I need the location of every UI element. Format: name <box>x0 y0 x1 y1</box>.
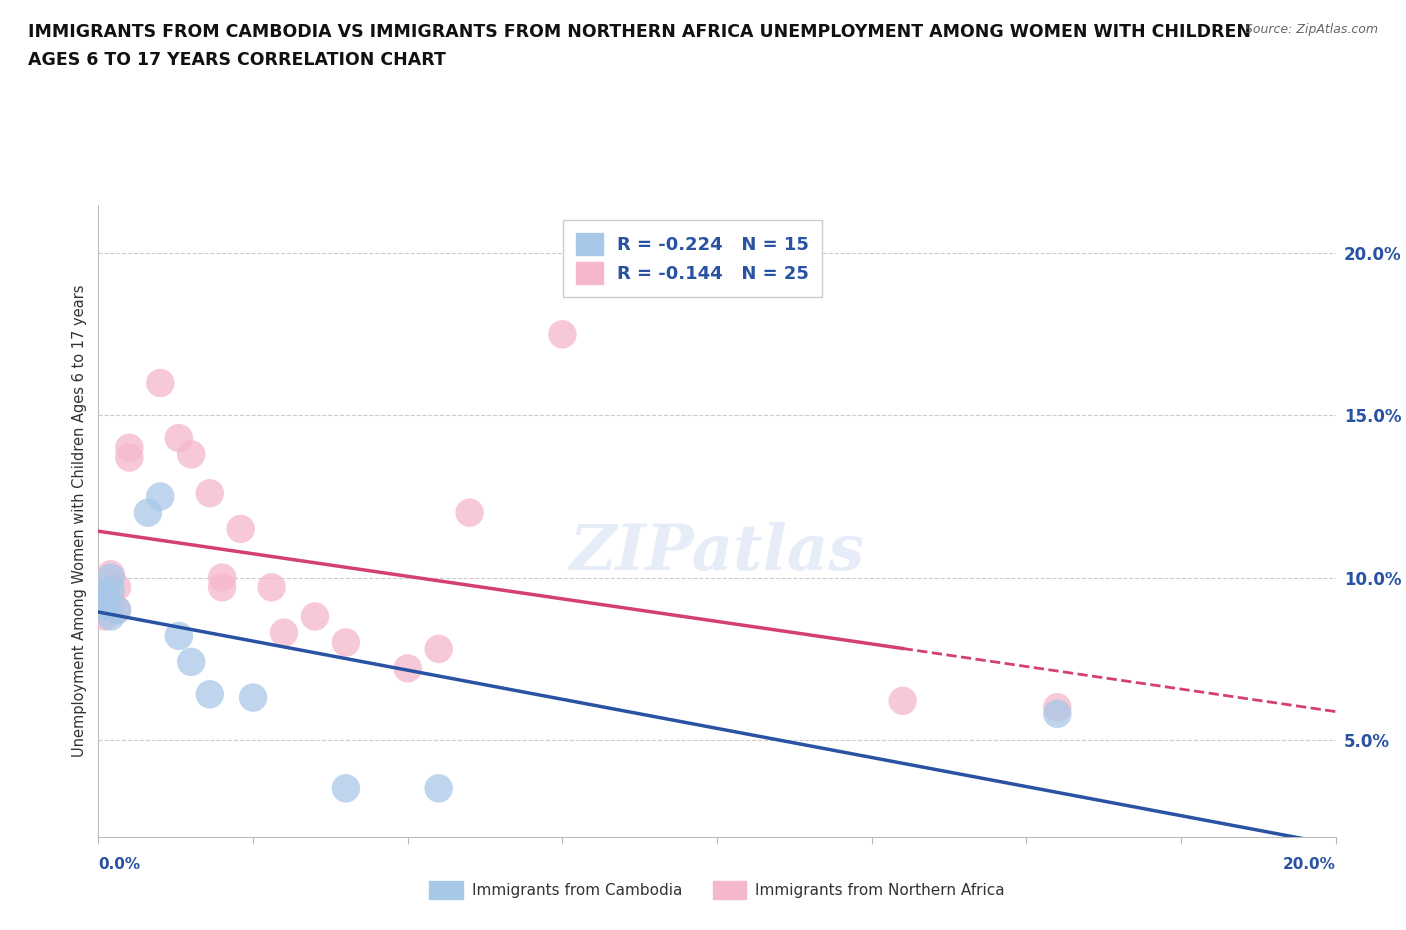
Point <box>100 609 122 624</box>
Point <box>149 376 172 391</box>
Point <box>100 592 122 607</box>
Point <box>167 431 190 445</box>
Point <box>304 609 326 624</box>
Point <box>242 690 264 705</box>
Point <box>93 609 115 624</box>
Point <box>93 599 115 614</box>
Text: IMMIGRANTS FROM CAMBODIA VS IMMIGRANTS FROM NORTHERN AFRICA UNEMPLOYMENT AMONG W: IMMIGRANTS FROM CAMBODIA VS IMMIGRANTS F… <box>28 23 1251 41</box>
Point <box>427 642 450 657</box>
Point <box>100 567 122 582</box>
Point <box>891 694 914 709</box>
Point <box>118 441 141 456</box>
Point <box>229 522 252 537</box>
Point <box>167 629 190 644</box>
Point <box>180 655 202 670</box>
Point <box>100 570 122 585</box>
Point <box>149 489 172 504</box>
Point <box>273 625 295 640</box>
Point <box>427 781 450 796</box>
Point <box>458 505 481 520</box>
Point <box>180 447 202 462</box>
Point <box>198 687 221 702</box>
Point <box>551 326 574 341</box>
Point <box>396 661 419 676</box>
Text: 0.0%: 0.0% <box>98 857 141 872</box>
Point <box>93 586 115 601</box>
Point <box>211 579 233 594</box>
Text: 20.0%: 20.0% <box>1282 857 1336 872</box>
Point <box>211 570 233 585</box>
Point <box>118 450 141 465</box>
Point <box>1046 706 1069 721</box>
Text: ZIPatlas: ZIPatlas <box>569 522 865 583</box>
Text: Source: ZipAtlas.com: Source: ZipAtlas.com <box>1244 23 1378 36</box>
Point <box>105 603 128 618</box>
Point <box>1046 700 1069 715</box>
Point <box>105 603 128 618</box>
Point <box>136 505 159 520</box>
Point <box>105 579 128 594</box>
Point <box>93 590 115 604</box>
Point <box>100 583 122 598</box>
Legend: Immigrants from Cambodia, Immigrants from Northern Africa: Immigrants from Cambodia, Immigrants fro… <box>416 869 1018 911</box>
Point <box>335 781 357 796</box>
Text: AGES 6 TO 17 YEARS CORRELATION CHART: AGES 6 TO 17 YEARS CORRELATION CHART <box>28 51 446 69</box>
Y-axis label: Unemployment Among Women with Children Ages 6 to 17 years: Unemployment Among Women with Children A… <box>72 285 87 757</box>
Point <box>198 485 221 500</box>
Point <box>260 579 283 594</box>
Point <box>335 635 357 650</box>
